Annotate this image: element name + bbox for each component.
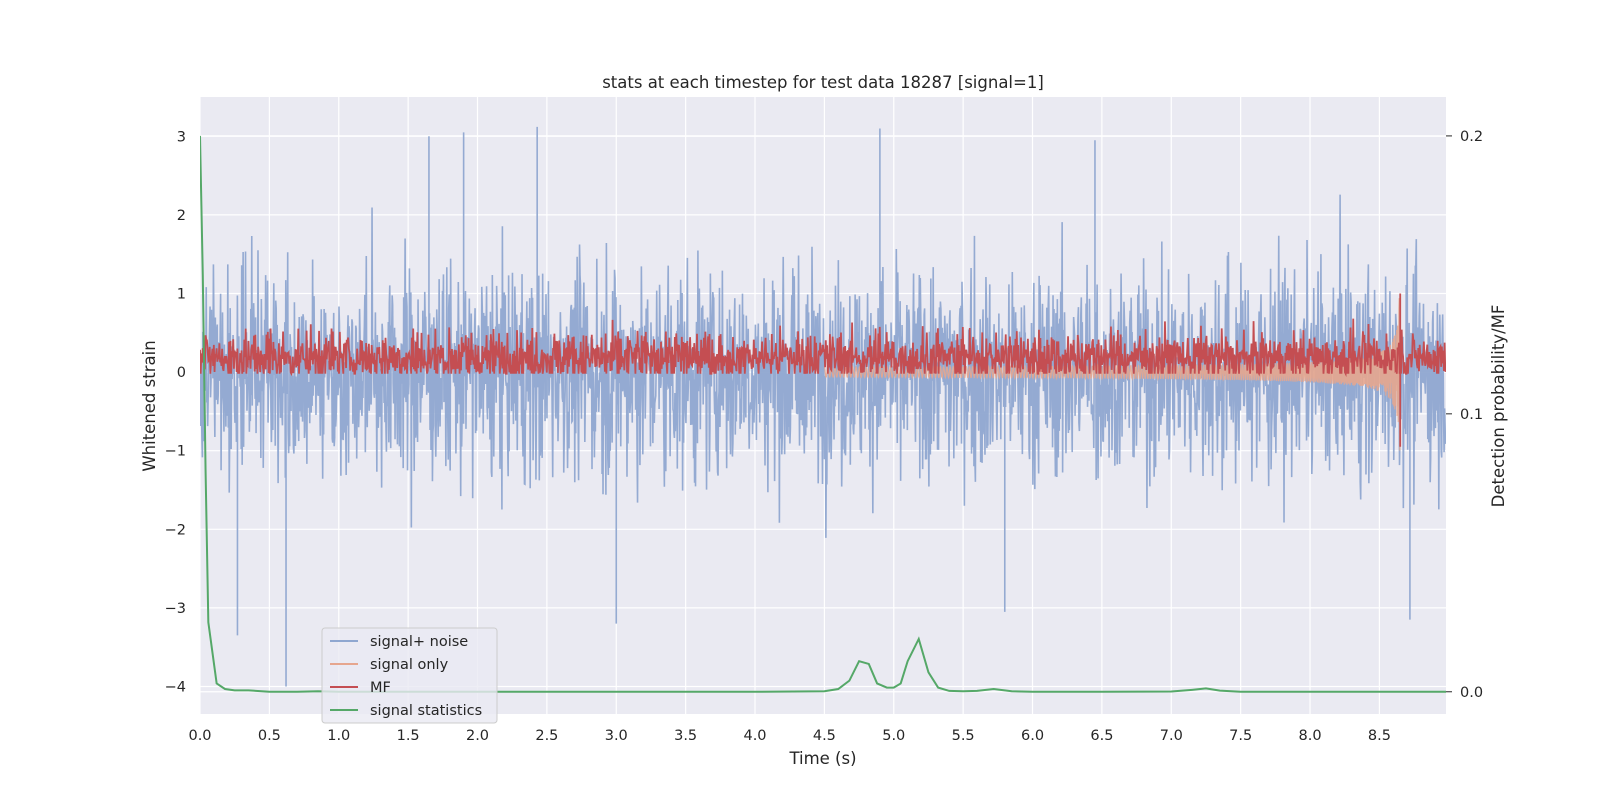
legend-label-signal-only: signal only	[370, 657, 449, 673]
x-tick-label: 4.0	[743, 728, 766, 744]
legend-label-signal-noise: signal+ noise	[370, 634, 468, 650]
x-tick-label: 8.0	[1298, 728, 1321, 744]
y2-axis-label: Detection probability/MF	[1489, 305, 1508, 508]
legend-label-mf: MF	[370, 680, 391, 696]
x-tick-label: 5.0	[882, 728, 905, 744]
x-tick-label: 4.5	[813, 728, 836, 744]
x-tick-label: 8.5	[1368, 728, 1391, 744]
y-tick-label: 1	[177, 286, 186, 302]
chart-title: stats at each timestep for test data 182…	[602, 73, 1044, 92]
legend-label-signal-statistics: signal statistics	[370, 703, 482, 719]
y-tick-label: −3	[165, 601, 186, 617]
x-tick-label: 6.5	[1090, 728, 1113, 744]
x-tick-label: 7.5	[1229, 728, 1252, 744]
x-tick-label: 2.5	[535, 728, 558, 744]
x-axis-label: Time (s)	[788, 749, 856, 768]
y2-tick-label: 0.1	[1460, 407, 1483, 423]
x-tick-label: 7.0	[1160, 728, 1183, 744]
y-ticks: −4 −3 −2 −1 0 1 2 3	[165, 129, 186, 695]
y-tick-label: −1	[165, 444, 186, 460]
plot-area	[200, 126, 1446, 693]
y-tick-label: −2	[165, 522, 186, 538]
y2-tick-label: 0.2	[1460, 129, 1483, 145]
legend: signal+ noise signal only MF signal stat…	[321, 627, 498, 724]
y-tick-label: 0	[177, 365, 186, 381]
x-tick-label: 3.5	[674, 728, 697, 744]
signal-statistics-line	[200, 135, 1446, 693]
y-axis-label: Whitened strain	[140, 340, 159, 471]
y2-tick-label: 0.0	[1460, 685, 1483, 701]
x-tick-label: 6.0	[1021, 728, 1044, 744]
x-ticks: 0.0 0.5 1.0 1.5 2.0 2.5 3.0 3.5 4.0 4.5 5.0 5.5 6.0 6…	[188, 728, 1390, 744]
x-tick-label: 0.0	[188, 728, 211, 744]
y2-ticks: 0.0 0.1 0.2	[1446, 129, 1483, 701]
signal-noise-line	[200, 126, 1446, 687]
x-tick-label: 0.5	[258, 728, 281, 744]
x-tick-label: 3.0	[605, 728, 628, 744]
y-tick-label: 2	[177, 208, 186, 224]
y-tick-label: 3	[177, 129, 186, 145]
x-tick-label: 1.5	[397, 728, 420, 744]
x-tick-label: 2.0	[466, 728, 489, 744]
x-tick-label: 1.0	[327, 728, 350, 744]
mf-line	[200, 293, 1446, 447]
series-layer	[200, 126, 1446, 693]
legend-box	[321, 627, 498, 724]
y-tick-label: −4	[165, 679, 186, 695]
x-tick-label: 5.5	[952, 728, 975, 744]
